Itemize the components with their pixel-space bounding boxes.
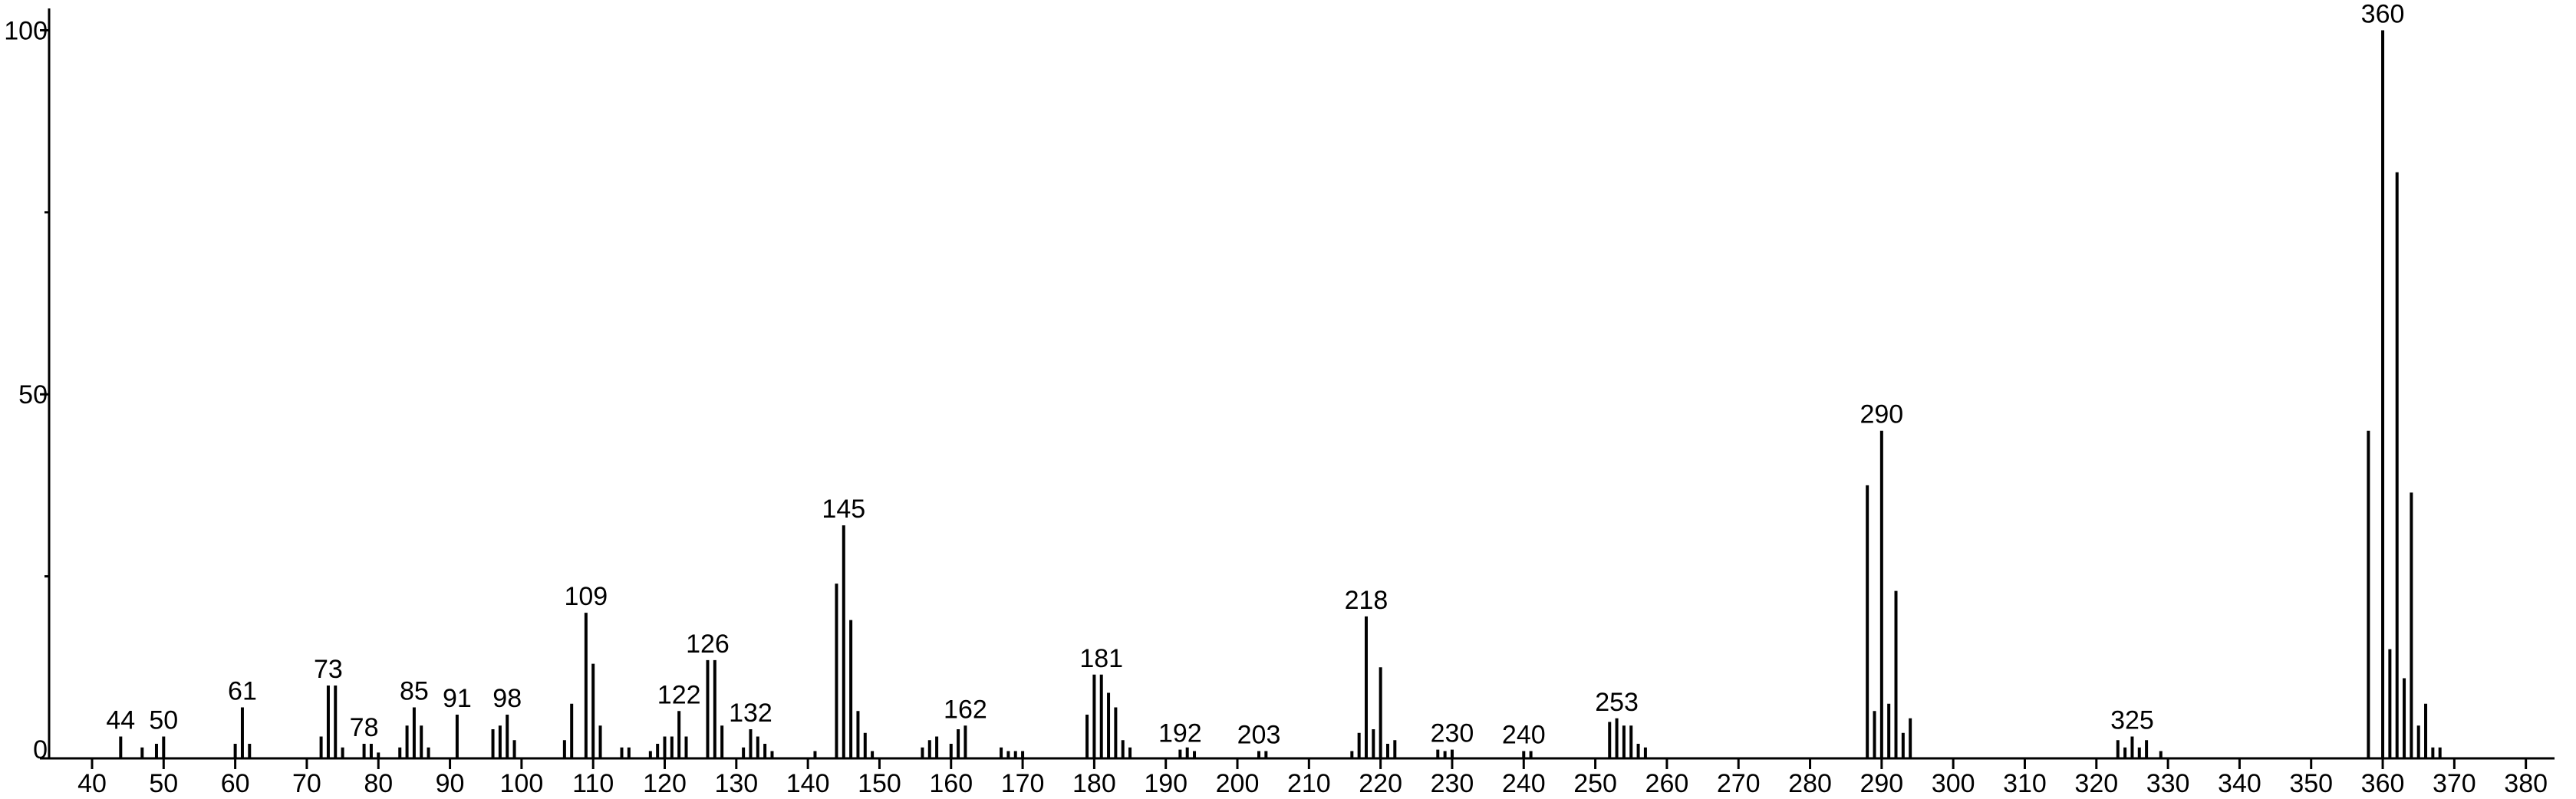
x-tick-label: 80 <box>364 769 393 798</box>
y-tick-label: 100 <box>4 16 48 45</box>
x-tick-label: 340 <box>2218 769 2261 798</box>
x-tick-label: 200 <box>1216 769 1260 798</box>
x-tick-label: 120 <box>643 769 687 798</box>
x-tick-label: 110 <box>572 769 614 798</box>
peak-label: 325 <box>2110 706 2154 735</box>
peak-label: 290 <box>1860 400 1903 429</box>
x-tick-label: 180 <box>1072 769 1116 798</box>
peak-label: 98 <box>492 684 522 713</box>
x-tick-label: 280 <box>1788 769 1832 798</box>
x-tick-label: 270 <box>1717 769 1761 798</box>
x-tick-label: 140 <box>786 769 830 798</box>
peak-label: 122 <box>657 680 701 709</box>
x-tick-label: 380 <box>2504 769 2548 798</box>
peak-label: 78 <box>350 713 379 742</box>
peak-label: 192 <box>1158 719 1202 748</box>
x-tick-label: 240 <box>1502 769 1546 798</box>
peak-label: 145 <box>822 495 865 524</box>
x-tick-label: 320 <box>2074 769 2118 798</box>
x-tick-label: 150 <box>858 769 901 798</box>
peak-label: 85 <box>400 677 429 706</box>
x-tick-label: 130 <box>714 769 758 798</box>
x-tick-label: 350 <box>2289 769 2333 798</box>
x-tick-label: 330 <box>2146 769 2190 798</box>
peak-label: 44 <box>106 706 135 735</box>
x-tick-label: 310 <box>2003 769 2047 798</box>
y-tick-label: 50 <box>18 380 48 409</box>
peak-label: 203 <box>1237 721 1281 750</box>
peak-label: 132 <box>729 699 772 728</box>
peak-label: 181 <box>1079 644 1123 673</box>
peak-label: 109 <box>564 582 608 611</box>
peak-label: 50 <box>149 706 178 735</box>
x-tick-label: 160 <box>929 769 973 798</box>
peak-label: 126 <box>686 630 730 659</box>
x-tick-label: 50 <box>149 769 178 798</box>
x-tick-label: 100 <box>500 769 544 798</box>
peak-label: 230 <box>1431 719 1474 748</box>
peak-label: 240 <box>1502 721 1546 750</box>
x-tick-label: 170 <box>1001 769 1045 798</box>
peak-label: 61 <box>228 677 257 706</box>
x-tick-label: 360 <box>2361 769 2405 798</box>
x-tick-label: 300 <box>1932 769 1975 798</box>
peak-label: 218 <box>1345 586 1388 615</box>
peak-label: 91 <box>443 684 472 713</box>
x-tick-label: 90 <box>436 769 465 798</box>
x-tick-label: 60 <box>221 769 250 798</box>
x-tick-label: 210 <box>1287 769 1331 798</box>
peak-label: 73 <box>314 655 343 684</box>
y-tick-label: 0 <box>33 735 48 764</box>
x-tick-label: 70 <box>292 769 321 798</box>
peak-label: 162 <box>944 695 987 724</box>
peak-label: 253 <box>1595 688 1639 717</box>
x-tick-label: 370 <box>2433 769 2476 798</box>
x-tick-label: 260 <box>1645 769 1689 798</box>
x-tick-label: 220 <box>1359 769 1402 798</box>
x-tick-label: 290 <box>1860 769 1903 798</box>
x-tick-label: 230 <box>1431 769 1474 798</box>
x-tick-label: 40 <box>77 769 107 798</box>
x-tick-label: 250 <box>1573 769 1617 798</box>
x-tick-label: 190 <box>1144 769 1188 798</box>
peak-label: 360 <box>2361 0 2405 28</box>
